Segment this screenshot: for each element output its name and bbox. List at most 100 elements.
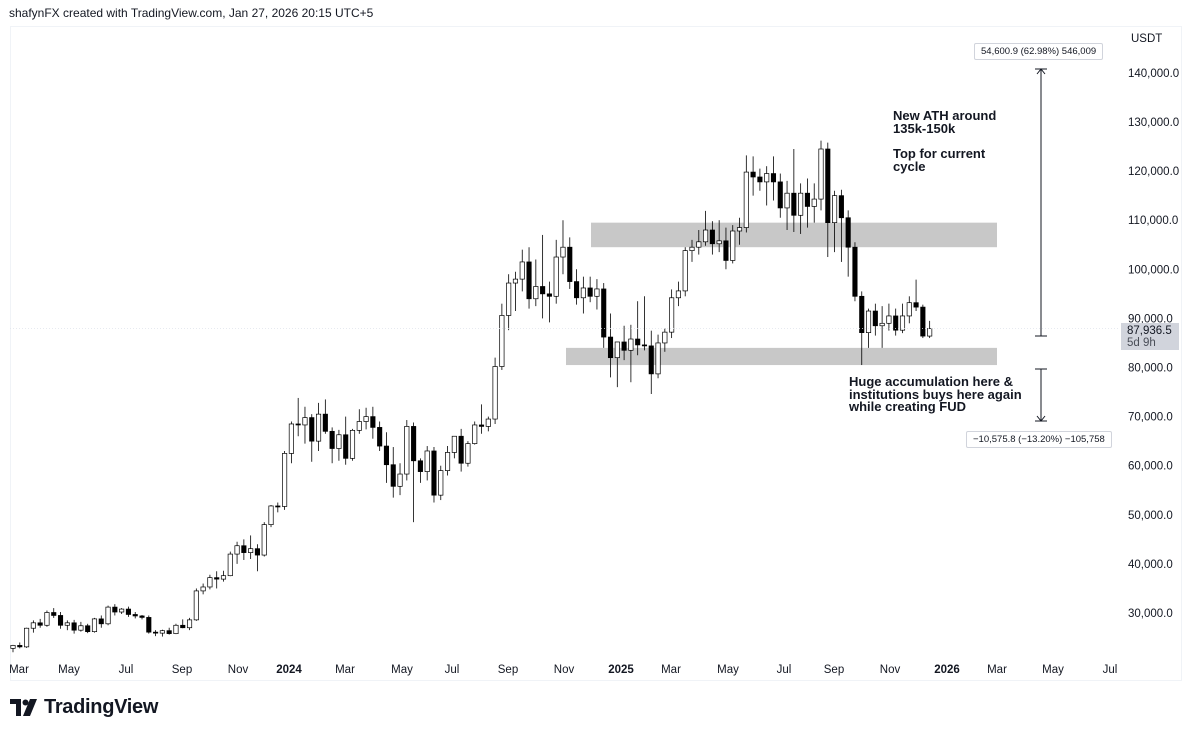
support-zone[interactable] [566, 347, 997, 366]
candle-down[interactable] [431, 447, 437, 503]
candle-down[interactable] [845, 210, 851, 277]
candle-up[interactable] [533, 259, 539, 307]
candle-down[interactable] [153, 630, 159, 637]
candle-up[interactable] [193, 588, 199, 621]
candle-down[interactable] [214, 571, 220, 589]
candle-up[interactable] [24, 627, 30, 648]
candle-up[interactable] [349, 428, 356, 461]
candle-down[interactable] [872, 303, 878, 336]
candle-up[interactable] [560, 220, 566, 275]
candle-down[interactable] [390, 447, 396, 498]
candle-down[interactable] [309, 414, 315, 462]
candle-up[interactable] [424, 446, 430, 481]
candle-up[interactable] [553, 239, 559, 304]
candle-down[interactable] [621, 325, 627, 361]
candle-down[interactable] [411, 422, 417, 523]
candle-down[interactable] [838, 189, 844, 262]
candle-down[interactable] [417, 458, 423, 483]
candle-up[interactable] [655, 334, 661, 379]
candle-down[interactable] [37, 618, 43, 628]
candle-down[interactable] [241, 539, 247, 560]
cycle-top-annotation[interactable]: Top for current cycle [893, 146, 986, 174]
candle-down[interactable] [852, 242, 858, 302]
candle-up[interactable] [220, 570, 227, 582]
candle-down[interactable] [125, 606, 131, 617]
candle-up[interactable] [261, 522, 267, 557]
candle-down[interactable] [567, 237, 573, 289]
candle-down[interactable] [295, 397, 301, 437]
candle-up[interactable] [499, 303, 505, 370]
candle-up[interactable] [784, 180, 790, 231]
candle-up[interactable] [811, 183, 817, 223]
candle-up[interactable] [675, 281, 681, 307]
candle-up[interactable] [438, 465, 444, 501]
candle-down[interactable] [71, 619, 77, 634]
candle-up[interactable] [227, 551, 233, 577]
candle-down[interactable] [791, 149, 797, 232]
candle-down[interactable] [343, 416, 349, 465]
candle-up[interactable] [404, 420, 410, 481]
candle-up[interactable] [248, 535, 254, 559]
candle-up[interactable] [832, 190, 838, 253]
candle-up[interactable] [927, 320, 933, 339]
candle-up[interactable] [465, 441, 471, 467]
candle-down[interactable] [920, 304, 926, 339]
candle-up[interactable] [207, 574, 213, 590]
chart-frame[interactable] [10, 26, 1182, 681]
candle-up[interactable] [764, 166, 770, 206]
candle-down[interactable] [85, 623, 91, 634]
candle-down[interactable] [526, 247, 532, 309]
candle-up[interactable] [302, 406, 308, 444]
candle-down[interactable] [51, 608, 57, 618]
candle-up[interactable] [818, 140, 824, 211]
candle-down[interactable] [913, 279, 919, 312]
candle-up[interactable] [105, 605, 111, 626]
candle-up[interactable] [899, 303, 906, 334]
candle-up[interactable] [730, 225, 736, 264]
candle-down[interactable] [370, 406, 376, 439]
candle-down[interactable] [180, 619, 186, 629]
current-price-badge[interactable]: 87,936.5 5d 9h [1121, 323, 1179, 350]
candle-up[interactable] [91, 617, 98, 633]
candle-up[interactable] [696, 230, 702, 255]
candle-down[interactable] [574, 269, 580, 305]
candle-up[interactable] [282, 450, 288, 510]
candle-up[interactable] [689, 239, 695, 262]
candle-up[interactable] [288, 421, 294, 464]
candle-up[interactable] [268, 504, 274, 528]
measure-up-label[interactable]: 54,600.9 (62.98%) 546,009 [974, 43, 1104, 60]
candle-down[interactable] [166, 627, 172, 635]
candle-down[interactable] [458, 428, 464, 472]
candle-up[interactable] [662, 328, 668, 352]
candle-up[interactable] [906, 296, 912, 324]
candle-down[interactable] [607, 313, 614, 378]
candle-up[interactable] [119, 608, 125, 614]
candle-down[interactable] [723, 227, 729, 270]
candle-down[interactable] [709, 221, 715, 255]
candle-up[interactable] [703, 210, 709, 246]
candle-down[interactable] [859, 291, 865, 366]
candle-up[interactable] [682, 247, 688, 297]
candle-up[interactable] [879, 306, 885, 348]
candle-down[interactable] [587, 276, 593, 303]
candle-up[interactable] [580, 276, 586, 314]
candle-up[interactable] [234, 541, 240, 564]
candle-up[interactable] [886, 303, 892, 331]
candle-up[interactable] [798, 183, 804, 234]
candle-up[interactable] [10, 644, 16, 653]
candle-down[interactable] [804, 178, 810, 228]
candle-up[interactable] [159, 629, 165, 637]
candle-down[interactable] [112, 604, 118, 616]
candle-up[interactable] [64, 620, 70, 631]
candle-down[interactable] [546, 281, 552, 323]
candle-down[interactable] [322, 399, 328, 434]
candle-up[interactable] [336, 429, 342, 461]
candle-down[interactable] [17, 642, 23, 649]
candle-down[interactable] [770, 156, 777, 201]
tradingview-logo[interactable]: TradingView [10, 696, 158, 719]
candle-up[interactable] [669, 289, 675, 339]
candle-up[interactable] [397, 463, 403, 496]
candle-up[interactable] [594, 279, 600, 310]
candle-down[interactable] [329, 427, 335, 464]
